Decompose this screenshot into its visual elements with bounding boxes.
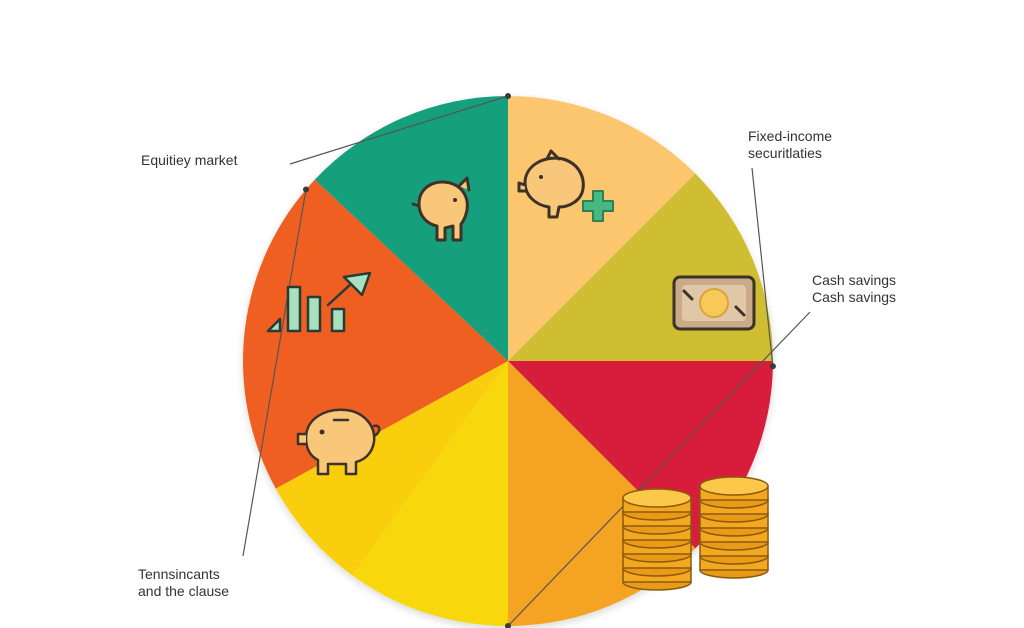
leader-line-1 — [751, 167, 774, 367]
pie-slices — [243, 96, 773, 626]
label-tennsincants-line-1: Tennsincants — [138, 566, 220, 582]
label-cash-savings: Cash savings Cash savings — [812, 272, 896, 306]
piggy-plus-icon — [517, 149, 614, 222]
leader-line-3 — [242, 189, 307, 557]
label-tennsincants: Tennsincants and the clause — [138, 566, 229, 600]
piggy-bank-icon — [296, 408, 381, 476]
leader-dot-3 — [303, 186, 309, 193]
label-tennsincants-line-2: and the clause — [138, 583, 230, 599]
piggy-icon — [411, 176, 471, 242]
label-cash-savings-line-1: Cash savings — [812, 272, 897, 288]
coin-stack-icon — [622, 476, 769, 591]
pie-slice-6 — [243, 179, 509, 489]
money-bill-icon — [672, 275, 756, 331]
pie-slice-4 — [352, 361, 508, 626]
label-equity-market: Equitiey market — [141, 152, 237, 169]
pie-slice-7 — [314, 96, 508, 361]
coin-top — [699, 476, 769, 496]
label-equity-market-line-1: Equitiey market — [141, 152, 238, 168]
leader-dot-1 — [769, 363, 776, 370]
leader-dot-0 — [505, 93, 511, 99]
leader-line-2 — [507, 311, 811, 627]
label-fixed-income-line-2: securitlaties — [748, 145, 822, 161]
leader-dot-2 — [505, 623, 511, 628]
growth-chart-icon — [266, 271, 372, 333]
leader-lines — [242, 93, 811, 628]
leader-line-0 — [289, 95, 509, 165]
coin-top — [622, 488, 692, 508]
label-fixed-income-line-1: Fixed-income — [748, 128, 833, 144]
label-fixed-income: Fixed-income securitlaties — [748, 128, 832, 162]
label-cash-savings-line-2: Cash savings — [812, 289, 897, 305]
pie-slice-5 — [275, 361, 508, 576]
